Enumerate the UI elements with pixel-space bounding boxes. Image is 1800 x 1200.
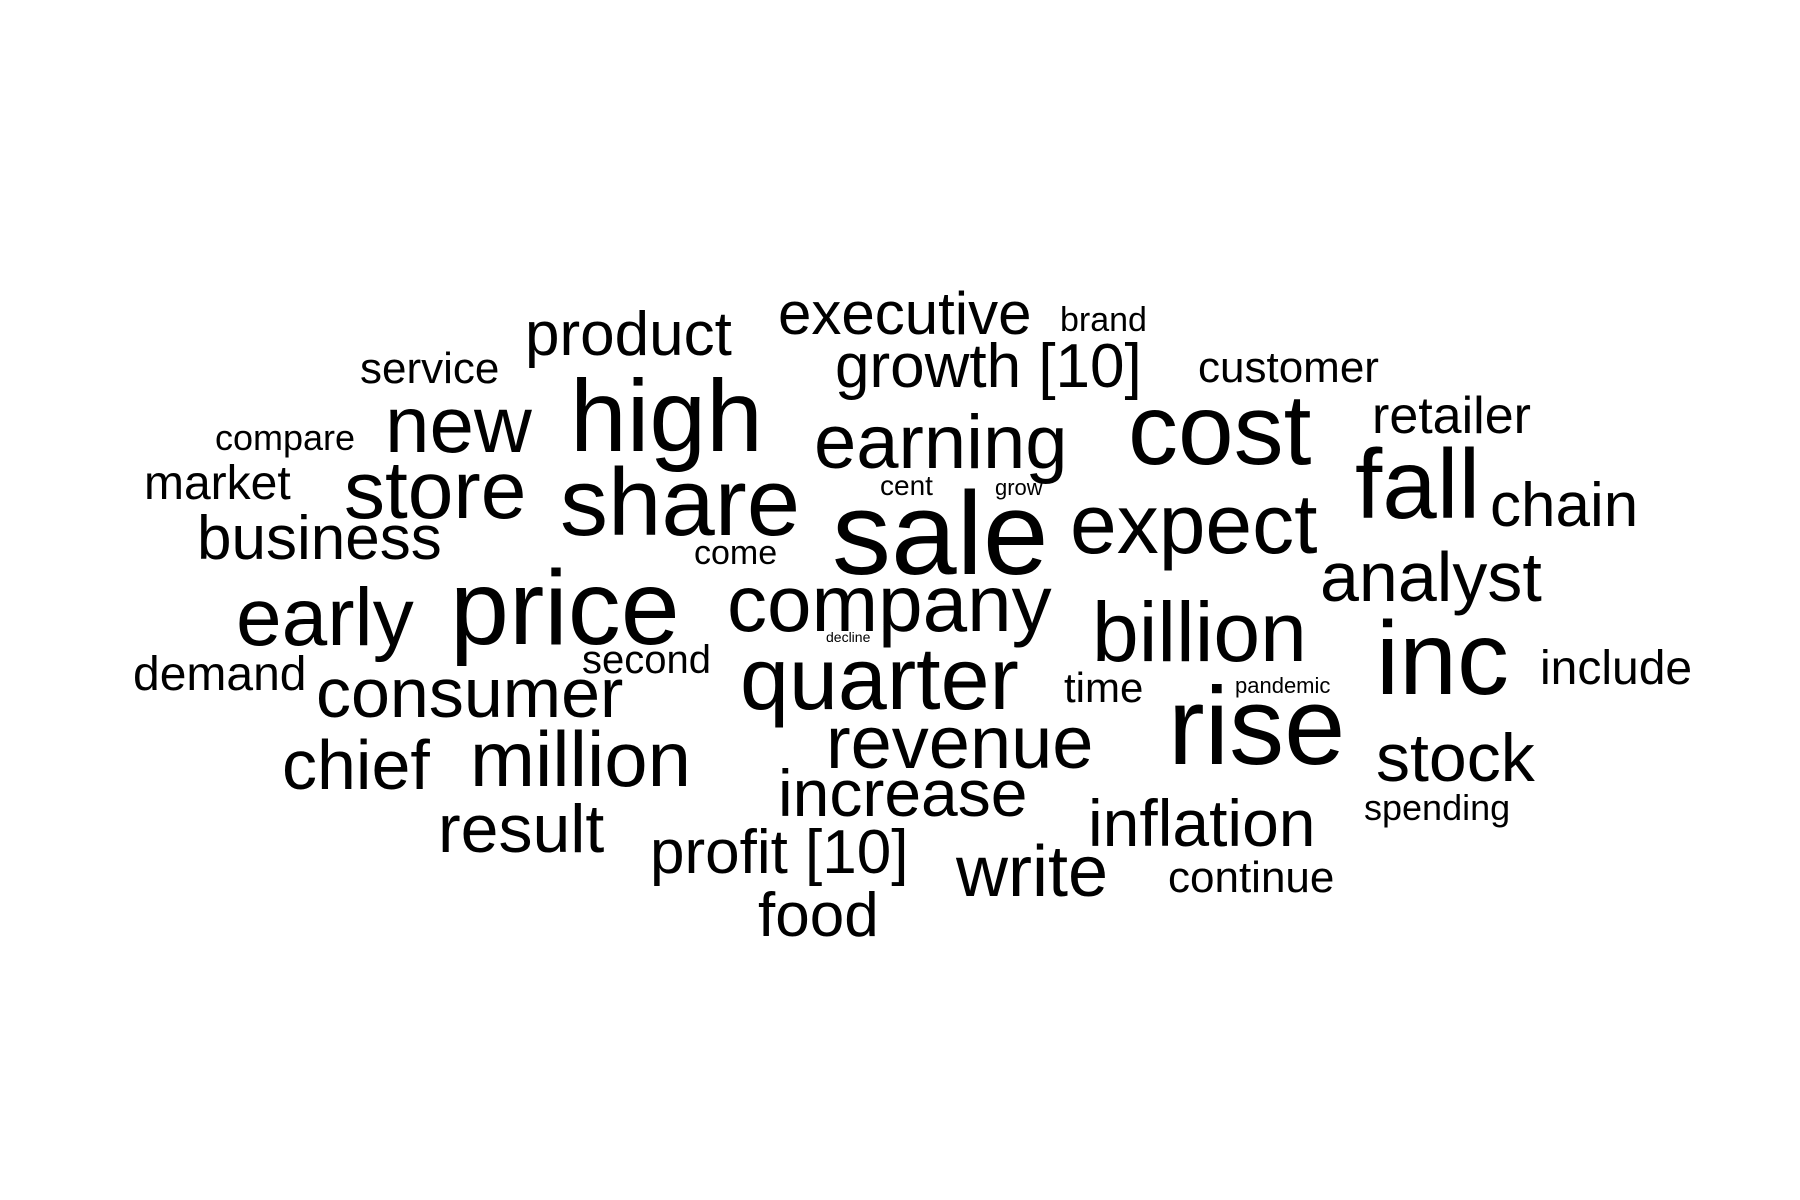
word-chain: chain: [1490, 471, 1639, 540]
word-compare: compare: [215, 417, 356, 458]
word-profit: profit [10]: [650, 818, 909, 887]
word-executive: executive: [778, 280, 1032, 347]
word-earning: earning: [814, 400, 1068, 485]
word-pandemic: pandemic: [1235, 673, 1331, 698]
word-business: business: [197, 504, 442, 573]
word-company: company: [727, 559, 1052, 648]
word-price: price: [450, 549, 680, 667]
word-retailer: retailer: [1372, 387, 1531, 445]
word-cent: cent: [880, 470, 933, 501]
word-new: new: [385, 380, 532, 469]
word-time: time: [1064, 664, 1144, 711]
word-increase: increase: [778, 756, 1028, 830]
word-second: second: [582, 638, 711, 682]
word-consumer: consumer: [316, 654, 624, 732]
word-write: write: [956, 832, 1109, 912]
word-analyst: analyst: [1320, 538, 1542, 616]
word-decline: decline: [826, 629, 871, 645]
word-store: store: [344, 445, 527, 536]
word-brand: brand: [1060, 301, 1147, 339]
word-food: food: [758, 881, 879, 950]
word-come: come: [694, 534, 778, 572]
word-chief: chief: [282, 726, 430, 804]
word-early: early: [236, 572, 414, 663]
word-product: product: [525, 300, 732, 369]
word-quarter: quarter: [740, 629, 1019, 728]
word-revenue: revenue: [826, 701, 1094, 784]
word-continue: continue: [1168, 853, 1335, 902]
word-fall: fall: [1355, 429, 1481, 539]
word-spending: spending: [1364, 787, 1511, 828]
word-demand: demand: [133, 648, 307, 701]
word-result: result: [438, 791, 605, 867]
word-service: service: [360, 344, 500, 393]
word-cost: cost: [1128, 374, 1312, 486]
word-grow: grow: [995, 475, 1043, 500]
word-share: share: [560, 449, 801, 556]
word-inflation: inflation: [1088, 786, 1316, 860]
word-stock: stock: [1376, 720, 1535, 796]
word-growth: growth [10]: [835, 332, 1142, 401]
word-billion: billion: [1092, 585, 1307, 679]
word-million: million: [470, 715, 692, 803]
word-inc: inc: [1376, 601, 1509, 717]
word-include: include: [1540, 642, 1693, 695]
word-rise: rise: [1168, 665, 1346, 788]
word-customer: customer: [1198, 343, 1379, 392]
word-expect: expect: [1070, 477, 1318, 571]
word-high: high: [570, 359, 763, 473]
word-sale: sale: [832, 468, 1049, 600]
word-market: market: [144, 457, 291, 510]
